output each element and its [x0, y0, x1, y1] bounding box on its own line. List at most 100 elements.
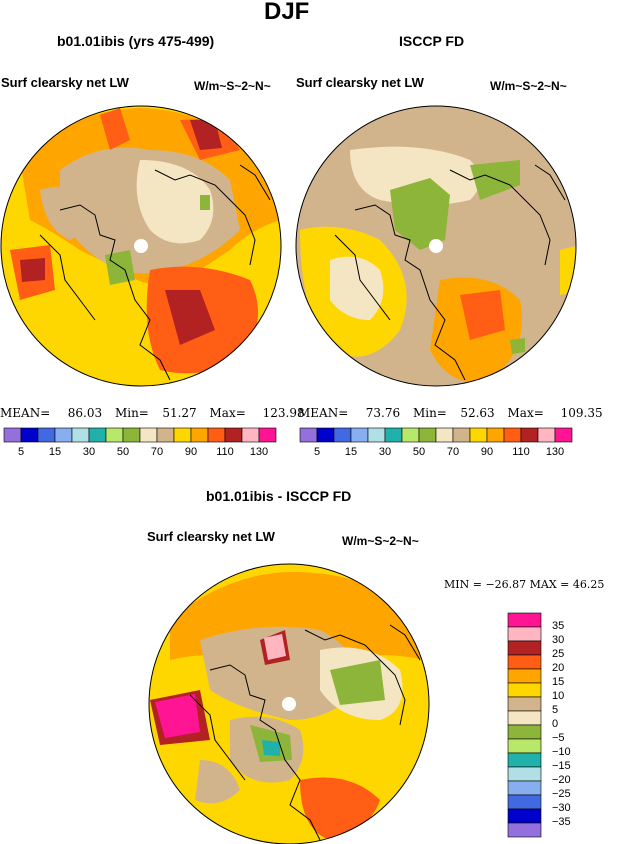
colorbar-tick-label: 90: [480, 446, 494, 458]
colorbar-tick-label: 25: [552, 648, 565, 660]
model-map-border: [0, 105, 282, 387]
obs-max-value: 109.35: [560, 406, 603, 420]
colorbar-swatch: [37, 427, 56, 443]
colorbar-swatch: [507, 654, 542, 670]
model-units-label: W/m~S~2~N~: [194, 79, 271, 93]
obs-map: [296, 106, 576, 386]
obs-min-value: 52.63: [460, 406, 495, 420]
colorbar-tick-label: 30: [552, 634, 565, 646]
colorbar-swatch: [71, 427, 90, 443]
colorbar-tick-label: −25: [552, 788, 571, 800]
colorbar-swatch: [507, 738, 542, 754]
colorbar-tick-label: 20: [552, 662, 565, 674]
colorbar-tick-label: 130: [249, 446, 269, 458]
diff-stats: MIN = −26.87 MAX = 46.25: [444, 578, 605, 591]
diff-map-border: [148, 563, 430, 844]
colorbar-swatch: [452, 427, 471, 443]
colorbar-tick-label: 15: [552, 676, 565, 688]
colorbar-swatch: [507, 668, 542, 684]
colorbar-tick-label: −30: [552, 802, 571, 814]
colorbar-swatch: [507, 612, 542, 628]
obs-min-label: Min=: [412, 406, 447, 420]
colorbar-tick-label: 15: [344, 446, 358, 458]
colorbar-swatch: [173, 427, 192, 443]
colorbar-swatch: [190, 427, 209, 443]
colorbar-swatch: [507, 682, 542, 698]
obs-mean-value: 73.76: [365, 406, 401, 420]
colorbar-swatch: [554, 427, 573, 443]
obs-coastlines: [334, 164, 566, 381]
model-variable-label: Surf clearsky net LW: [1, 75, 129, 90]
colorbar-swatch: [224, 427, 243, 443]
obs-variable-label: Surf clearsky net LW: [296, 75, 424, 90]
model-pole-hole: [134, 239, 148, 253]
diff-units-label: W/m~S~2~N~: [342, 534, 419, 548]
model-panel-title: b01.01ibis (yrs 475-499): [57, 33, 215, 49]
colorbar-swatch: [241, 427, 260, 443]
colorbar-tick-label: 110: [216, 446, 234, 458]
colorbar-swatch: [207, 427, 226, 443]
colorbar-swatch: [333, 427, 352, 443]
diff-panel-title: b01.01ibis - ISCCP FD: [206, 488, 352, 504]
season-title: DJF: [264, 0, 310, 25]
colorbar-swatch: [3, 427, 22, 443]
diff-pole-hole: [282, 697, 296, 711]
colorbar-swatch: [469, 427, 488, 443]
colorbar-swatch: [350, 427, 369, 443]
colorbar-swatch: [507, 710, 542, 726]
diff-variable-label: Surf clearsky net LW: [147, 529, 275, 544]
colorbar-swatch: [384, 427, 403, 443]
colorbar-swatch: [507, 822, 542, 838]
colorbar-tick-label: 5: [313, 446, 321, 458]
colorbar-swatch: [418, 427, 437, 443]
obs-max-label: Max=: [507, 406, 544, 420]
colorbar-swatch: [507, 696, 542, 712]
colorbar-swatch: [258, 427, 277, 443]
colorbar-tick-label: −5: [552, 732, 565, 744]
model-colorbar: [3, 427, 277, 443]
diff-coastlines: [189, 624, 421, 841]
colorbar-swatch: [507, 640, 542, 656]
colorbar-tick-label: 30: [82, 446, 96, 458]
model-coastlines: [39, 164, 271, 381]
obs-stats: MEAN= 73.76 Min= 52.63 Max= 109.35: [298, 406, 603, 420]
obs-pole-hole: [429, 239, 443, 253]
colorbar-swatch: [503, 427, 522, 443]
colorbar-tick-label: 70: [150, 446, 164, 458]
colorbar-swatch: [139, 427, 158, 443]
colorbar-swatch: [105, 427, 124, 443]
colorbar-swatch: [507, 808, 542, 824]
colorbar-swatch: [486, 427, 505, 443]
model-min-label: Min=: [114, 406, 149, 420]
colorbar-tick-label: −10: [552, 746, 571, 758]
colorbar-swatch: [299, 427, 318, 443]
model-map: [1, 106, 281, 386]
model-max-value: 123.98: [262, 406, 305, 420]
colorbar-swatch: [20, 427, 39, 443]
model-min-value: 51.27: [162, 406, 197, 420]
model-mean-label: MEAN=: [0, 406, 51, 420]
colorbar-tick-label: 15: [48, 446, 62, 458]
colorbar-swatch: [88, 427, 107, 443]
colorbar-swatch: [507, 752, 542, 768]
colorbar-tick-label: 5: [17, 446, 25, 458]
obs-units-label: W/m~S~2~N~: [490, 79, 567, 93]
colorbar-swatch: [507, 724, 542, 740]
colorbar-swatch: [507, 766, 542, 782]
obs-map-border: [295, 105, 577, 387]
colorbar-tick-label: −15: [552, 760, 571, 772]
colorbar-tick-label: 50: [412, 446, 426, 458]
colorbar-swatch: [537, 427, 556, 443]
colorbar-tick-label: 110: [512, 446, 530, 458]
colorbar-swatch: [367, 427, 386, 443]
colorbar-swatch: [507, 626, 542, 642]
colorbar-tick-label: 0: [552, 718, 559, 730]
colorbar-swatch: [316, 427, 335, 443]
colorbar-swatch: [122, 427, 141, 443]
obs-mean-label: MEAN=: [298, 406, 349, 420]
colorbar-swatch: [507, 780, 542, 796]
colorbar-swatch: [520, 427, 539, 443]
colorbar-swatch: [156, 427, 175, 443]
colorbar-tick-label: −20: [552, 774, 571, 786]
